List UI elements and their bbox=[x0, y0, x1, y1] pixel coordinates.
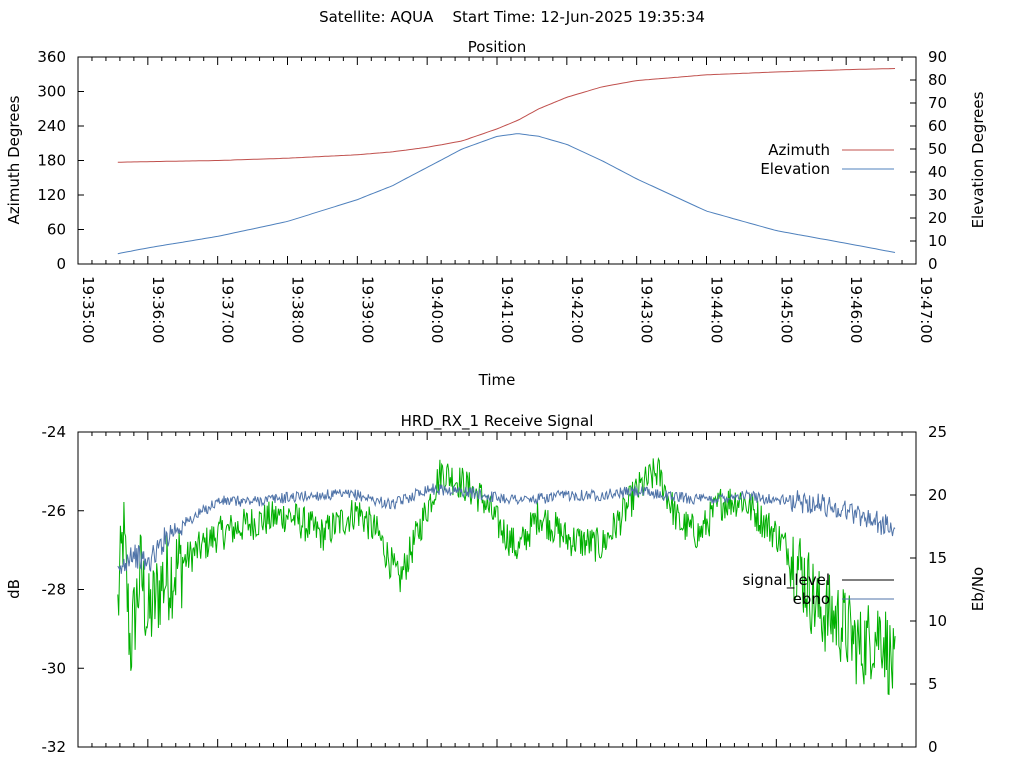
time-axis-tick-label: 19:37:00 bbox=[219, 276, 237, 343]
legend-label: Azimuth bbox=[768, 141, 830, 159]
signal-y2label: Eb/No bbox=[969, 567, 987, 611]
signal-right-axis: 0 5 10 15 20 25 bbox=[910, 423, 947, 756]
time-axis-tick-label: 19:35:00 bbox=[79, 276, 97, 343]
time-axis-tick-label: 19:46:00 bbox=[847, 276, 865, 343]
left-axis-tick-label: -32 bbox=[42, 738, 67, 756]
position-chart-title: Position bbox=[468, 38, 526, 56]
right-axis-tick-label: 10 bbox=[928, 612, 947, 630]
time-axis-tick-label: 19:36:00 bbox=[149, 276, 167, 343]
signal-plot-frame bbox=[77, 431, 917, 748]
time-axis-tick-label: 19:44:00 bbox=[708, 276, 726, 343]
signal-left-axis: -24 -26 -28 -30 -32 bbox=[42, 423, 84, 756]
left-axis-tick-label: 120 bbox=[37, 186, 66, 204]
right-axis-tick-label: 20 bbox=[928, 486, 947, 504]
series-line-azimuth bbox=[117, 68, 896, 163]
legend-label: signal_level bbox=[742, 571, 830, 590]
left-axis-tick-label: 180 bbox=[37, 152, 66, 170]
left-axis-tick-label: -26 bbox=[42, 502, 67, 520]
series-line-ebno bbox=[117, 483, 896, 574]
left-axis-tick-label: 0 bbox=[56, 255, 66, 273]
right-axis-tick-label: 40 bbox=[928, 163, 947, 181]
signal-ylabel: dB bbox=[5, 579, 23, 599]
legend-label: Elevation bbox=[760, 160, 830, 178]
position-series bbox=[117, 68, 896, 255]
series-line-signal_level bbox=[117, 457, 896, 696]
left-axis-tick-label: 300 bbox=[37, 83, 66, 101]
right-axis-tick-label: 30 bbox=[928, 186, 947, 204]
time-axis-tick-label: 19:47:00 bbox=[917, 276, 935, 343]
time-axis-tick-label: 19:40:00 bbox=[428, 276, 446, 343]
right-axis-tick-label: 10 bbox=[928, 232, 947, 250]
right-axis-tick-label: 50 bbox=[928, 140, 947, 158]
right-axis-tick-label: 0 bbox=[928, 738, 938, 756]
legend-label: ebno bbox=[793, 590, 830, 608]
left-axis-tick-label: -28 bbox=[42, 581, 67, 599]
time-axis-tick-label: 19:39:00 bbox=[358, 276, 376, 343]
time-axis-tick-label: 19:38:00 bbox=[289, 276, 307, 343]
right-axis-tick-label: 80 bbox=[928, 71, 947, 89]
right-axis-tick-label: 25 bbox=[928, 423, 947, 441]
right-axis-tick-label: 90 bbox=[928, 48, 947, 66]
time-axis-tick-label: 19:42:00 bbox=[568, 276, 586, 343]
time-axis-tick-label: 19:45:00 bbox=[777, 276, 795, 343]
left-axis-tick-label: 240 bbox=[37, 117, 66, 135]
position-time-axis: 19:35:00 19:36:00 19:37:00 19:38:00 19:39:00… bbox=[77, 57, 935, 343]
time-axis-tick-label: 19:43:00 bbox=[638, 276, 656, 343]
left-axis-tick-label: 360 bbox=[37, 48, 66, 66]
left-axis-tick-label: 60 bbox=[47, 221, 66, 239]
time-axis-tick-label: 19:41:00 bbox=[498, 276, 516, 343]
position-y2label: Elevation Degrees bbox=[969, 91, 987, 228]
right-axis-tick-label: 5 bbox=[928, 675, 938, 693]
right-axis-tick-label: 70 bbox=[928, 94, 947, 112]
right-axis-tick-label: 0 bbox=[928, 255, 938, 273]
right-axis-tick-label: 20 bbox=[928, 209, 947, 227]
signal-chart-title: HRD_RX_1 Receive Signal bbox=[401, 412, 594, 431]
signal-time-axis bbox=[77, 432, 917, 747]
series-line-elevation bbox=[117, 133, 896, 255]
position-right-axis: 0 10 20 30 40 50 60 70 80 90 bbox=[910, 48, 947, 273]
left-axis-tick-label: -24 bbox=[42, 423, 67, 441]
right-axis-tick-label: 60 bbox=[928, 117, 947, 135]
position-left-axis: 0 60 120 180 240 300 360 bbox=[37, 48, 84, 273]
signal-chart: HRD_RX_1 Receive Signal -24-26-28-30-32 … bbox=[5, 412, 987, 756]
position-xlabel: Time bbox=[478, 371, 516, 389]
right-axis-tick-label: 15 bbox=[928, 549, 947, 567]
position-chart: Position 0 60 120 180 240 300 360 0 10 20 30 40 50 6… bbox=[5, 38, 987, 389]
left-axis-tick-label: -30 bbox=[42, 659, 67, 677]
signal-series bbox=[117, 457, 896, 696]
position-ylabel: Azimuth Degrees bbox=[5, 95, 23, 224]
figure-title: Satellite: AQUA Start Time: 12-Jun-2025 … bbox=[319, 8, 705, 26]
